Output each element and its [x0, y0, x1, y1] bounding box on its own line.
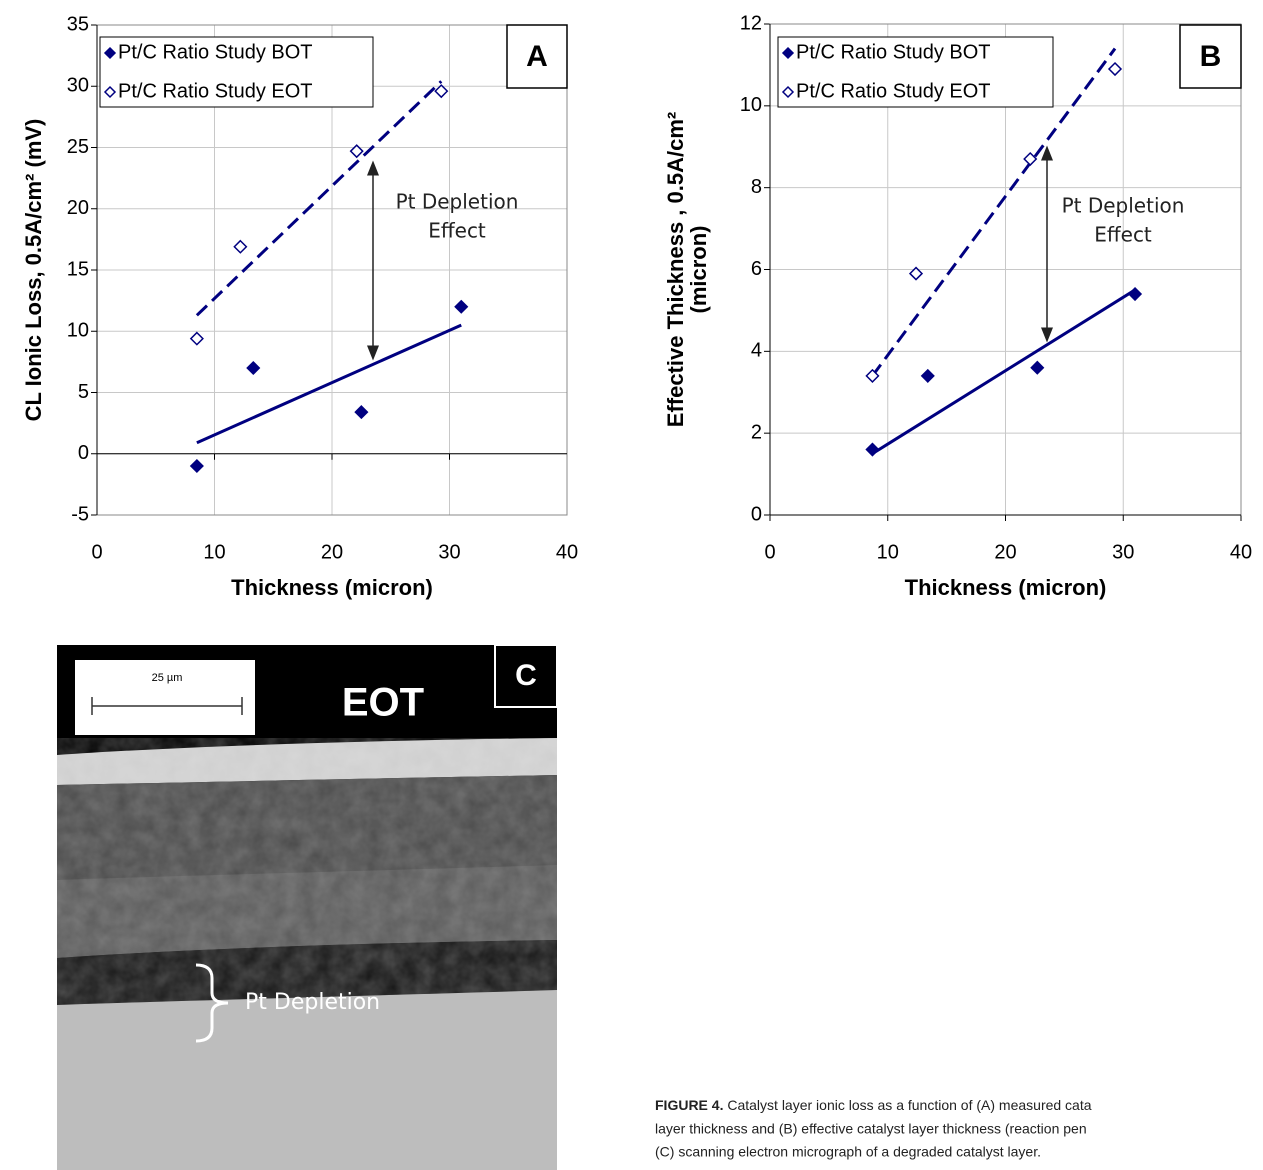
figure: 25 µm C EOT Pt Depletion FIGURE 4. Catal…	[0, 0, 1263, 1170]
point	[1129, 288, 1141, 300]
scale-bar-label: 25 µm	[152, 672, 183, 684]
y-tick-label: -5	[71, 503, 89, 525]
legend-label: Pt/C Ratio Study EOT	[796, 80, 991, 102]
y-tick-label: 0	[751, 503, 762, 525]
y-tick-label: 5	[78, 381, 89, 403]
y-tick-label: 10	[67, 320, 89, 342]
page: {"chart_data":[ {"type":"scatter","panel…	[0, 0, 1263, 1170]
y-tick-label: 25	[67, 136, 89, 158]
y-axis-label: CL Ionic Loss, 0.5A/cm² (mV)	[21, 119, 46, 422]
y-tick-label: 35	[67, 13, 89, 35]
panel-label: B	[1200, 40, 1222, 73]
y-axis-label: (micron)	[686, 226, 711, 314]
trend-line	[872, 290, 1135, 454]
chart: 0 2 4 6 8 10 12 0 10 20 30 40 Thickness (micron) Effe…	[663, 12, 1252, 600]
y-axis-label: Effective Thickness , 0.5A/cm²	[663, 112, 688, 427]
x-tick-label: 40	[556, 541, 578, 563]
y-tick-label: 2	[751, 421, 762, 443]
x-tick-label: 30	[438, 541, 460, 563]
x-axis-label: Thickness (micron)	[231, 575, 433, 600]
x-tick-label: 30	[1112, 541, 1134, 563]
trend-line	[197, 325, 461, 443]
caption-line: layer thickness and (B) effective cataly…	[655, 1121, 1087, 1137]
point	[435, 85, 447, 97]
x-tick-label: 10	[203, 541, 225, 563]
x-tick-label: 20	[321, 541, 343, 563]
point	[247, 362, 259, 374]
point	[191, 460, 203, 472]
x-tick-label: 0	[91, 541, 102, 563]
x-tick-label: 20	[994, 541, 1016, 563]
annotation: Effect	[1094, 223, 1152, 247]
panel-label: A	[526, 40, 548, 73]
annotation: Pt Depletion	[1062, 194, 1185, 218]
y-tick-label: 20	[67, 197, 89, 219]
legend-label: Pt/C Ratio Study BOT	[796, 41, 991, 63]
point	[866, 444, 878, 456]
legend-label: Pt/C Ratio Study EOT	[118, 80, 313, 102]
y-tick-label: 6	[751, 258, 762, 280]
x-tick-label: 40	[1230, 541, 1252, 563]
point	[1031, 362, 1043, 374]
panel-tag: EOT	[342, 681, 424, 725]
caption-text: Catalyst layer ionic loss as a function …	[727, 1097, 1091, 1113]
y-tick-label: 30	[67, 75, 89, 97]
y-tick-label: 4	[751, 340, 762, 362]
legend-label: Pt/C Ratio Study BOT	[118, 41, 313, 63]
x-axis-label: Thickness (micron)	[905, 575, 1107, 600]
point	[191, 333, 203, 345]
x-tick-label: 10	[877, 541, 899, 563]
annotation: Effect	[428, 219, 486, 243]
y-tick-label: 8	[751, 176, 762, 198]
point	[922, 370, 934, 382]
point	[455, 301, 467, 313]
point	[355, 406, 367, 418]
x-tick-label: 0	[764, 541, 775, 563]
point	[234, 241, 246, 253]
point	[351, 145, 363, 157]
micrograph: 25 µm C EOT Pt Depletion	[57, 645, 557, 1170]
depletion-label: Pt Depletion	[245, 990, 380, 1015]
y-tick-label: 15	[67, 258, 89, 280]
caption-line: (C) scanning electron micrograph of a de…	[655, 1144, 1041, 1160]
panel-label: C	[515, 659, 537, 692]
y-tick-label: 0	[78, 442, 89, 464]
y-tick-label: 12	[740, 12, 762, 34]
caption-line: FIGURE 4. Catalyst layer ionic loss as a…	[655, 1097, 1092, 1113]
annotation: Pt Depletion	[396, 190, 519, 214]
point	[1109, 63, 1121, 75]
y-tick-label: 10	[740, 94, 762, 116]
caption-label: FIGURE 4.	[655, 1097, 723, 1113]
